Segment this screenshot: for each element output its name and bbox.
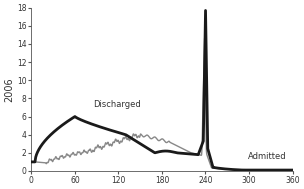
Text: Admitted: Admitted (247, 152, 286, 161)
Y-axis label: 2006: 2006 (4, 77, 14, 102)
Text: Discharged: Discharged (93, 101, 141, 109)
